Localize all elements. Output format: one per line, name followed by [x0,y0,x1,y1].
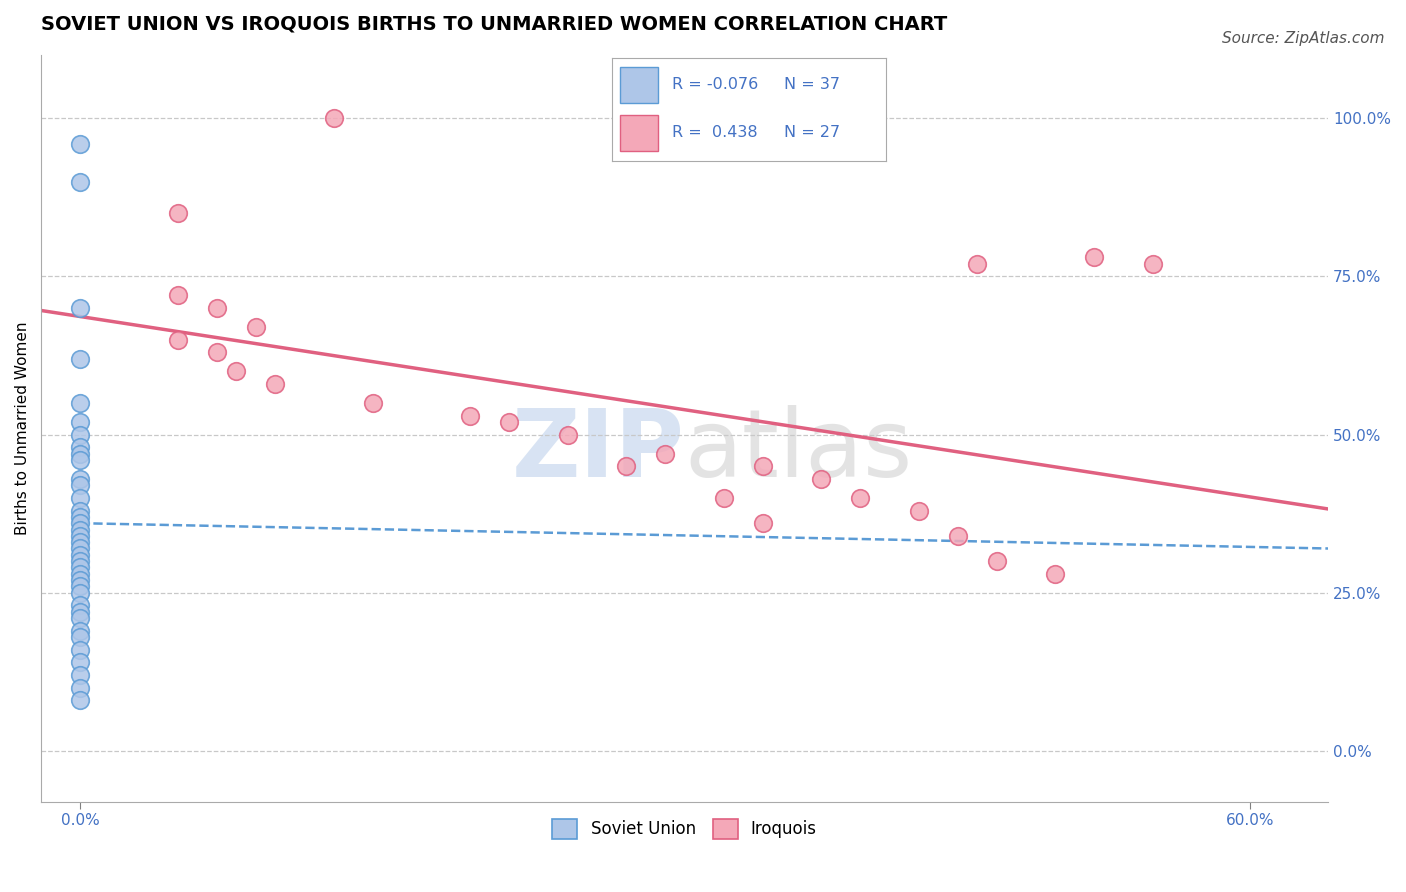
Text: Source: ZipAtlas.com: Source: ZipAtlas.com [1222,31,1385,46]
Point [245,320,267,334]
Point [69,611,91,625]
Point [1142,257,1164,271]
Point [69,396,91,410]
Point [69,415,91,429]
Y-axis label: Births to Unmarried Women: Births to Unmarried Women [15,321,30,535]
Text: ZIP: ZIP [512,405,685,497]
Point [69,579,91,593]
Point [69,668,91,682]
Point [69,642,91,657]
Text: N = 27: N = 27 [785,126,841,140]
Point [69,453,91,467]
Point [713,491,735,505]
Point [1043,566,1066,581]
Point [69,586,91,600]
Point [557,427,579,442]
Point [69,175,91,189]
Text: SOVIET UNION VS IROQUOIS BIRTHS TO UNMARRIED WOMEN CORRELATION CHART: SOVIET UNION VS IROQUOIS BIRTHS TO UNMAR… [41,15,948,34]
FancyBboxPatch shape [620,115,658,152]
Point [69,535,91,549]
Text: N = 37: N = 37 [785,77,841,92]
Point [166,206,188,220]
Point [986,554,1008,568]
Point [849,491,872,505]
Point [458,409,481,423]
Text: R =  0.438: R = 0.438 [672,126,758,140]
Point [751,516,773,531]
Text: atlas: atlas [685,405,912,497]
Point [322,112,344,126]
Point [69,491,91,505]
Point [751,459,773,474]
Point [205,301,228,315]
Point [205,345,228,359]
Point [498,415,520,429]
Legend: Soviet Union, Iroquois: Soviet Union, Iroquois [546,812,824,846]
Point [907,503,929,517]
Point [69,503,91,517]
Point [69,548,91,562]
Point [69,427,91,442]
Point [69,351,91,366]
Point [1083,251,1105,265]
Point [69,478,91,492]
Point [264,376,287,391]
Point [69,573,91,587]
Point [69,605,91,619]
Point [69,447,91,461]
Point [69,541,91,556]
Point [69,136,91,151]
Point [69,681,91,695]
Point [69,630,91,644]
Point [69,656,91,670]
Point [166,333,188,347]
Point [614,459,637,474]
Point [69,566,91,581]
FancyBboxPatch shape [620,67,658,103]
Point [946,529,969,543]
Point [69,529,91,543]
Point [810,472,832,486]
Point [69,523,91,537]
Point [69,693,91,707]
Point [69,301,91,315]
Point [69,599,91,613]
Point [69,624,91,638]
Text: R = -0.076: R = -0.076 [672,77,758,92]
Point [361,396,384,410]
Point [654,447,676,461]
Point [69,516,91,531]
Point [69,509,91,524]
Point [166,288,188,302]
Point [225,364,247,378]
Point [69,560,91,574]
Point [69,472,91,486]
Point [69,554,91,568]
Point [966,257,988,271]
Point [69,440,91,454]
